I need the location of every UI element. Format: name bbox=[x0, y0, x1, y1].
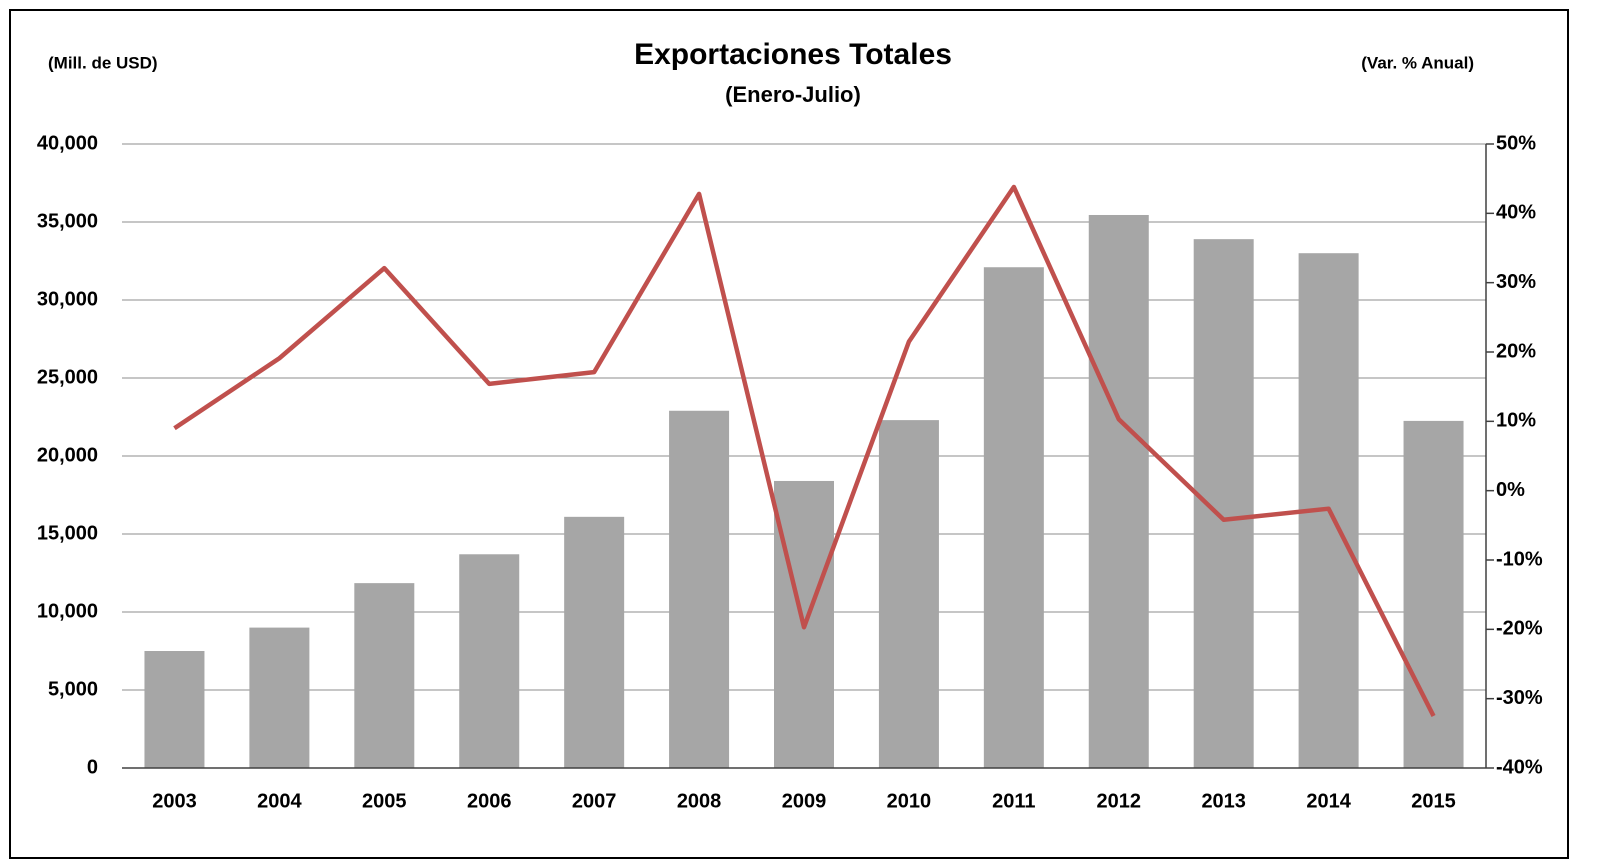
y2-axis-label: (Var. % Anual) bbox=[1361, 53, 1474, 72]
y2-tick-label: 30% bbox=[1496, 271, 1536, 293]
x-tick-label: 2008 bbox=[677, 790, 722, 812]
y-tick-label: 25,000 bbox=[37, 366, 98, 388]
chart-subtitle: (Enero-Julio) bbox=[725, 82, 861, 107]
bar bbox=[1088, 214, 1149, 769]
bar bbox=[669, 410, 730, 768]
y-tick-label: 35,000 bbox=[37, 210, 98, 232]
y2-tick-label: 50% bbox=[1496, 132, 1536, 154]
bar bbox=[144, 651, 205, 768]
line bbox=[173, 184, 1436, 718]
y-tick-label: 20,000 bbox=[37, 444, 98, 466]
y-tick-label: 30,000 bbox=[37, 288, 98, 310]
y2-tick-label: 40% bbox=[1496, 202, 1536, 224]
bar bbox=[459, 554, 520, 768]
x-tick-label: 2012 bbox=[1097, 790, 1142, 812]
x-tick-label: 2014 bbox=[1306, 790, 1351, 812]
bar bbox=[564, 516, 625, 768]
bar bbox=[249, 627, 310, 768]
x-tick-label: 2006 bbox=[467, 790, 512, 812]
bar bbox=[983, 267, 1044, 768]
y2-tick-label: -30% bbox=[1496, 687, 1543, 709]
y2-tick-label: -20% bbox=[1496, 618, 1543, 640]
y-tick-label: 0 bbox=[87, 756, 98, 778]
y2-tick-label: 20% bbox=[1496, 340, 1536, 362]
x-tick-label: 2015 bbox=[1411, 790, 1456, 812]
y-tick-label: 40,000 bbox=[37, 132, 98, 154]
bar bbox=[1403, 420, 1464, 768]
x-tick-label: 2011 bbox=[992, 790, 1035, 812]
x-tick-label: 2010 bbox=[887, 790, 932, 812]
bar bbox=[878, 420, 939, 768]
x-tick-label: 2005 bbox=[362, 790, 407, 812]
y-tick-label: 15,000 bbox=[37, 522, 98, 544]
y2-tick-label: 0% bbox=[1496, 479, 1525, 501]
x-tick-label: 2004 bbox=[257, 790, 302, 812]
y-axis-label: (Mill. de USD) bbox=[48, 53, 158, 72]
x-tick-label: 2003 bbox=[152, 790, 197, 812]
y2-tick-label: -10% bbox=[1496, 548, 1543, 570]
bar bbox=[354, 583, 415, 768]
y2-tick-label: 10% bbox=[1496, 410, 1536, 432]
x-tick-label: 2013 bbox=[1201, 790, 1246, 812]
x-tick-label: 2009 bbox=[782, 790, 827, 812]
y-tick-label: 5,000 bbox=[48, 678, 98, 700]
chart-title: Exportaciones Totales bbox=[634, 38, 952, 71]
y2-tick-label: -40% bbox=[1496, 756, 1543, 778]
bar bbox=[1193, 239, 1254, 768]
x-tick-label: 2007 bbox=[572, 790, 617, 812]
y-tick-label: 10,000 bbox=[37, 600, 98, 622]
